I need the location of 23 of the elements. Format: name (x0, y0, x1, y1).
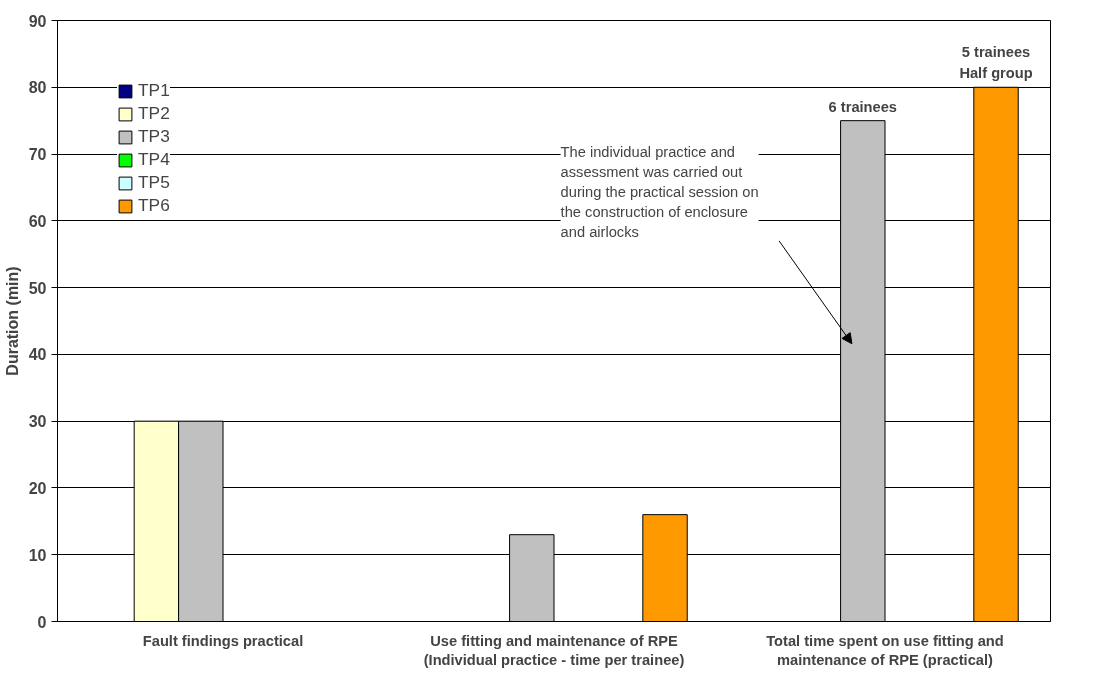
y-axis-title: Duration (min) (3, 266, 21, 376)
y-tick-label: 0 (37, 613, 47, 631)
y-tick-label: 60 (28, 212, 47, 230)
x-tick-label: Use fitting and maintenance of RPE (Individual practice - time per trainee) (423, 632, 685, 668)
x-tick-label: Total time spent on use fitting and maintenance of RPE (practical) (766, 632, 1004, 668)
legend-label: TP5 (138, 172, 170, 193)
y-tick-label: 30 (28, 413, 47, 431)
y-tick-label: 90 (28, 12, 47, 30)
annotation: 5 trainees Half group (959, 44, 1033, 82)
y-tick-label: 20 (28, 479, 47, 497)
y-tick-label: 10 (28, 546, 47, 564)
y-tick-label: 40 (28, 346, 47, 364)
legend-label: TP2 (138, 103, 170, 124)
x-tick-label: Fault findings practical (142, 632, 304, 649)
annotation: The individual practice and assessment was carried out during the practical session on the construction of enclosure and airlocks (560, 144, 759, 241)
y-tick-label: 50 (28, 279, 47, 297)
y-tick-label: 80 (28, 79, 47, 97)
annotation: 6 trainees (828, 98, 898, 115)
legend-label: TP4 (138, 149, 170, 170)
y-tick-label: 70 (28, 146, 47, 164)
legend-label: TP6 (138, 195, 170, 216)
legend-label: TP1 (138, 80, 170, 101)
legend-label: TP3 (138, 126, 170, 147)
